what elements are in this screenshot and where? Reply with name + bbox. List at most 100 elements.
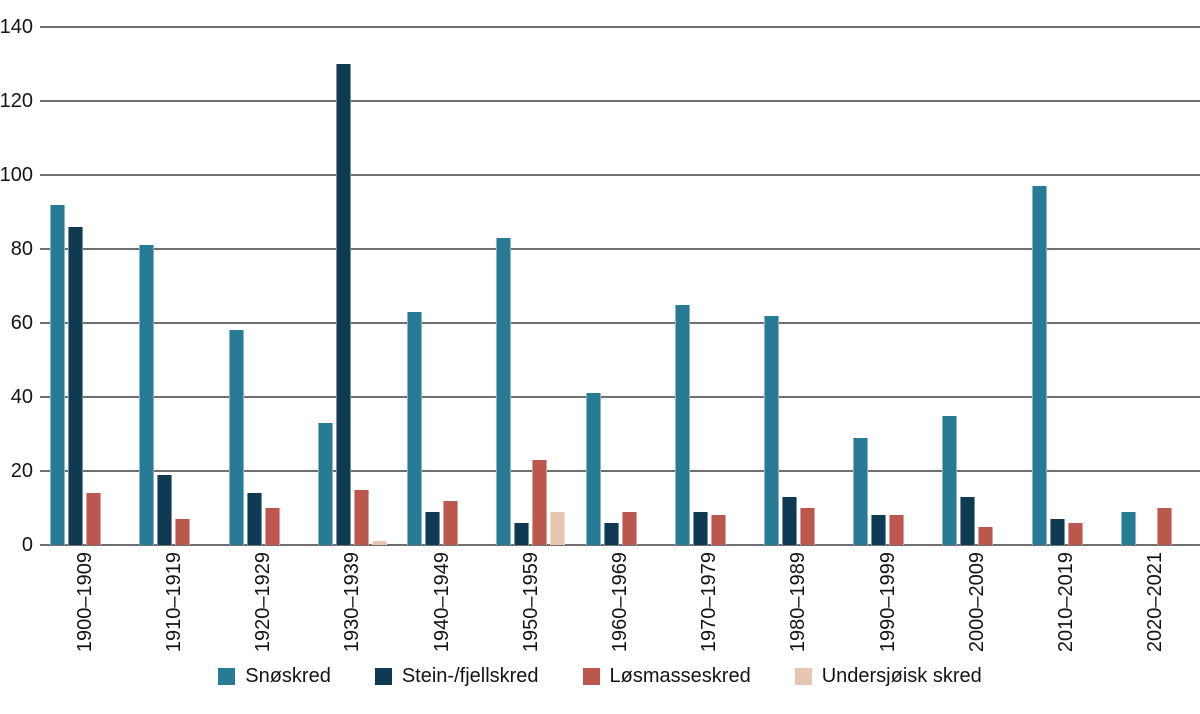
bar-snoskred [50, 204, 66, 545]
bar-group-2000-2009 [932, 27, 1021, 545]
bar-group-1930-1939 [308, 27, 397, 545]
legend-label: Snøskred [245, 665, 331, 687]
y-axis: 0 20 40 60 80 100 120 140 [0, 17, 33, 555]
bar-snoskred [317, 422, 333, 545]
gridline-40 [40, 396, 1200, 398]
x-axis-label-slot: 1930–1939 [308, 552, 397, 652]
bar-snoskred [585, 393, 601, 545]
x-axis-label: 1930–1939 [341, 552, 364, 653]
legend-swatch-icon [794, 667, 812, 685]
bar-stein-fjellskred [425, 511, 441, 545]
x-axis-label: 1950–1959 [519, 552, 542, 653]
bar-group-1960-1969 [575, 27, 664, 545]
bar-losmasseskred [353, 489, 369, 545]
bar-snoskred [942, 415, 958, 545]
bar-stein-fjellskred [157, 474, 173, 545]
bar-stein-fjellskred [960, 496, 976, 545]
y-axis-label: 140 [0, 16, 33, 38]
bar-snoskred [1031, 186, 1047, 545]
legend-item-losmasseskred: Løsmasseskred [582, 665, 751, 687]
bar-snoskred [496, 237, 512, 545]
legend-label: Stein-/fjellskred [401, 665, 539, 687]
bar-stein-fjellskred [1049, 519, 1065, 545]
bar-group-1900-1909 [40, 27, 129, 545]
bar-groups [40, 27, 1200, 545]
x-axis-label-slot: 1980–1989 [754, 552, 843, 652]
x-axis-label: 2000–2009 [965, 552, 988, 653]
bar-stein-fjellskred [692, 511, 708, 545]
x-axis-label: 1970–1979 [698, 552, 721, 653]
bar-snoskred [228, 330, 244, 545]
bar-group-1980-1989 [754, 27, 843, 545]
bar-losmasseskred [1156, 508, 1172, 545]
bar-losmasseskred [710, 515, 726, 545]
bar-snoskred [407, 311, 423, 545]
bar-losmasseskred [1067, 522, 1083, 545]
y-axis-label: 40 [10, 386, 33, 408]
legend-label: Løsmasseskred [609, 665, 751, 687]
bar-undersjoisk-skred [550, 511, 566, 545]
bar-group-1970-1979 [665, 27, 754, 545]
x-axis-label-slot: 1990–1999 [843, 552, 932, 652]
legend-item-undersjoisk-skred: Undersjøisk skred [794, 665, 982, 687]
bar-snoskred [1120, 511, 1136, 545]
gridline-80 [40, 248, 1200, 250]
y-axis-label: 20 [10, 460, 33, 482]
bar-stein-fjellskred [246, 493, 262, 545]
y-axis-label: 120 [0, 90, 33, 112]
gridline-60 [40, 322, 1200, 324]
bar-stein-fjellskred [603, 522, 619, 545]
x-axis-label: 2010–2019 [1055, 552, 1078, 653]
y-axis-label: 100 [0, 164, 33, 186]
bar-losmasseskred [621, 511, 637, 545]
x-axis-label-slot: 1920–1929 [218, 552, 307, 652]
bar-stein-fjellskred [68, 226, 84, 545]
legend-label: Undersjøisk skred [821, 665, 982, 687]
x-axis-label: 1960–1969 [609, 552, 632, 653]
bar-snoskred [763, 315, 779, 545]
x-axis-label: 2020–2021 [1144, 552, 1167, 653]
bar-losmasseskred [532, 459, 548, 545]
legend-swatch-icon [582, 667, 600, 685]
x-axis-label: 1990–1999 [876, 552, 899, 653]
bar-losmasseskred [264, 508, 280, 545]
y-axis-label: 80 [10, 238, 33, 260]
bar-snoskred [674, 304, 690, 545]
bar-stein-fjellskred [335, 64, 351, 545]
bar-group-1940-1949 [397, 27, 486, 545]
x-axis-label-slot: 2010–2019 [1022, 552, 1111, 652]
bar-stein-fjellskred [871, 515, 887, 545]
bar-group-1990-1999 [843, 27, 932, 545]
x-axis-label-slot: 1940–1949 [397, 552, 486, 652]
x-axis-label-slot: 2000–2009 [932, 552, 1021, 652]
gridline-100 [40, 174, 1200, 176]
bar-stein-fjellskred [781, 496, 797, 545]
legend-swatch-icon [374, 667, 392, 685]
bar-losmasseskred [978, 526, 994, 545]
bar-group-2010-2019 [1022, 27, 1111, 545]
x-axis-label: 1940–1949 [430, 552, 453, 653]
gridline-140 [40, 26, 1200, 28]
x-axis-label-slot: 1900–1909 [40, 552, 129, 652]
legend: Snøskred Stein-/fjellskred Løsmasseskred Un… [0, 666, 1200, 686]
bar-losmasseskred [443, 500, 459, 545]
x-axis-label-slot: 1960–1969 [575, 552, 664, 652]
y-axis-label: 60 [10, 312, 33, 334]
bar-group-1920-1929 [218, 27, 307, 545]
x-axis-label: 1920–1929 [252, 552, 275, 653]
bar-group-1910-1919 [129, 27, 218, 545]
y-axis-label: 0 [21, 534, 33, 556]
gridline-120 [40, 100, 1200, 102]
plot-area [40, 26, 1200, 546]
x-axis-label: 1980–1989 [787, 552, 810, 653]
bar-snoskred [139, 245, 155, 545]
x-axis: 1900–1909 1910–1919 1920–1929 1930–1939 1940… [40, 552, 1200, 652]
x-axis-label-slot: 2020–2021 [1111, 552, 1200, 652]
bar-snoskred [853, 437, 869, 545]
gridline-0 [40, 544, 1200, 546]
x-axis-label-slot: 1910–1919 [129, 552, 218, 652]
x-axis-label-slot: 1950–1959 [486, 552, 575, 652]
x-axis-label-slot: 1970–1979 [665, 552, 754, 652]
bar-group-2020-2021 [1111, 27, 1200, 545]
